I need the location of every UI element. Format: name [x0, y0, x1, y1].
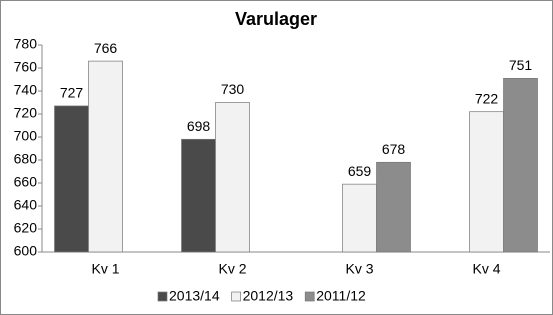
- data-label: 766: [94, 40, 118, 56]
- legend-swatch: [231, 291, 241, 302]
- data-label: 659: [348, 163, 372, 179]
- bar: [54, 105, 89, 253]
- bar: [181, 138, 216, 253]
- data-label: 727: [60, 85, 84, 101]
- data-label: 722: [475, 90, 499, 106]
- y-tick-label: 760: [14, 59, 38, 75]
- bar: [88, 60, 123, 253]
- y-tick-label: 600: [14, 243, 38, 259]
- data-label: 730: [221, 81, 245, 97]
- bar: [342, 183, 377, 253]
- bar: [503, 77, 538, 253]
- chart-title: Varulager: [235, 9, 317, 29]
- y-tick-label: 620: [14, 220, 38, 236]
- x-tick-label: Kv 4: [472, 261, 500, 277]
- y-tick-label: 660: [14, 174, 38, 190]
- legend-label: 2011/12: [316, 288, 366, 304]
- y-tick-label: 640: [14, 197, 38, 213]
- bar: [215, 102, 250, 253]
- legend-label: 2013/14: [169, 288, 220, 304]
- y-tick-label: 780: [14, 36, 38, 52]
- bar: [376, 161, 411, 253]
- legend-label: 2012/13: [243, 288, 294, 304]
- data-label: 751: [509, 57, 533, 73]
- data-label: 698: [187, 118, 211, 134]
- y-tick-label: 680: [14, 151, 38, 167]
- data-label: 678: [382, 141, 406, 157]
- y-tick-label: 740: [14, 82, 38, 98]
- bar: [469, 111, 504, 253]
- x-tick-label: Kv 2: [218, 261, 246, 277]
- y-tick-label: 720: [14, 105, 38, 121]
- x-tick-label: Kv 3: [345, 261, 373, 277]
- x-tick-label: Kv 1: [91, 261, 119, 277]
- legend-swatch: [157, 291, 168, 302]
- legend-swatch: [304, 291, 315, 302]
- y-tick-label: 700: [14, 128, 38, 144]
